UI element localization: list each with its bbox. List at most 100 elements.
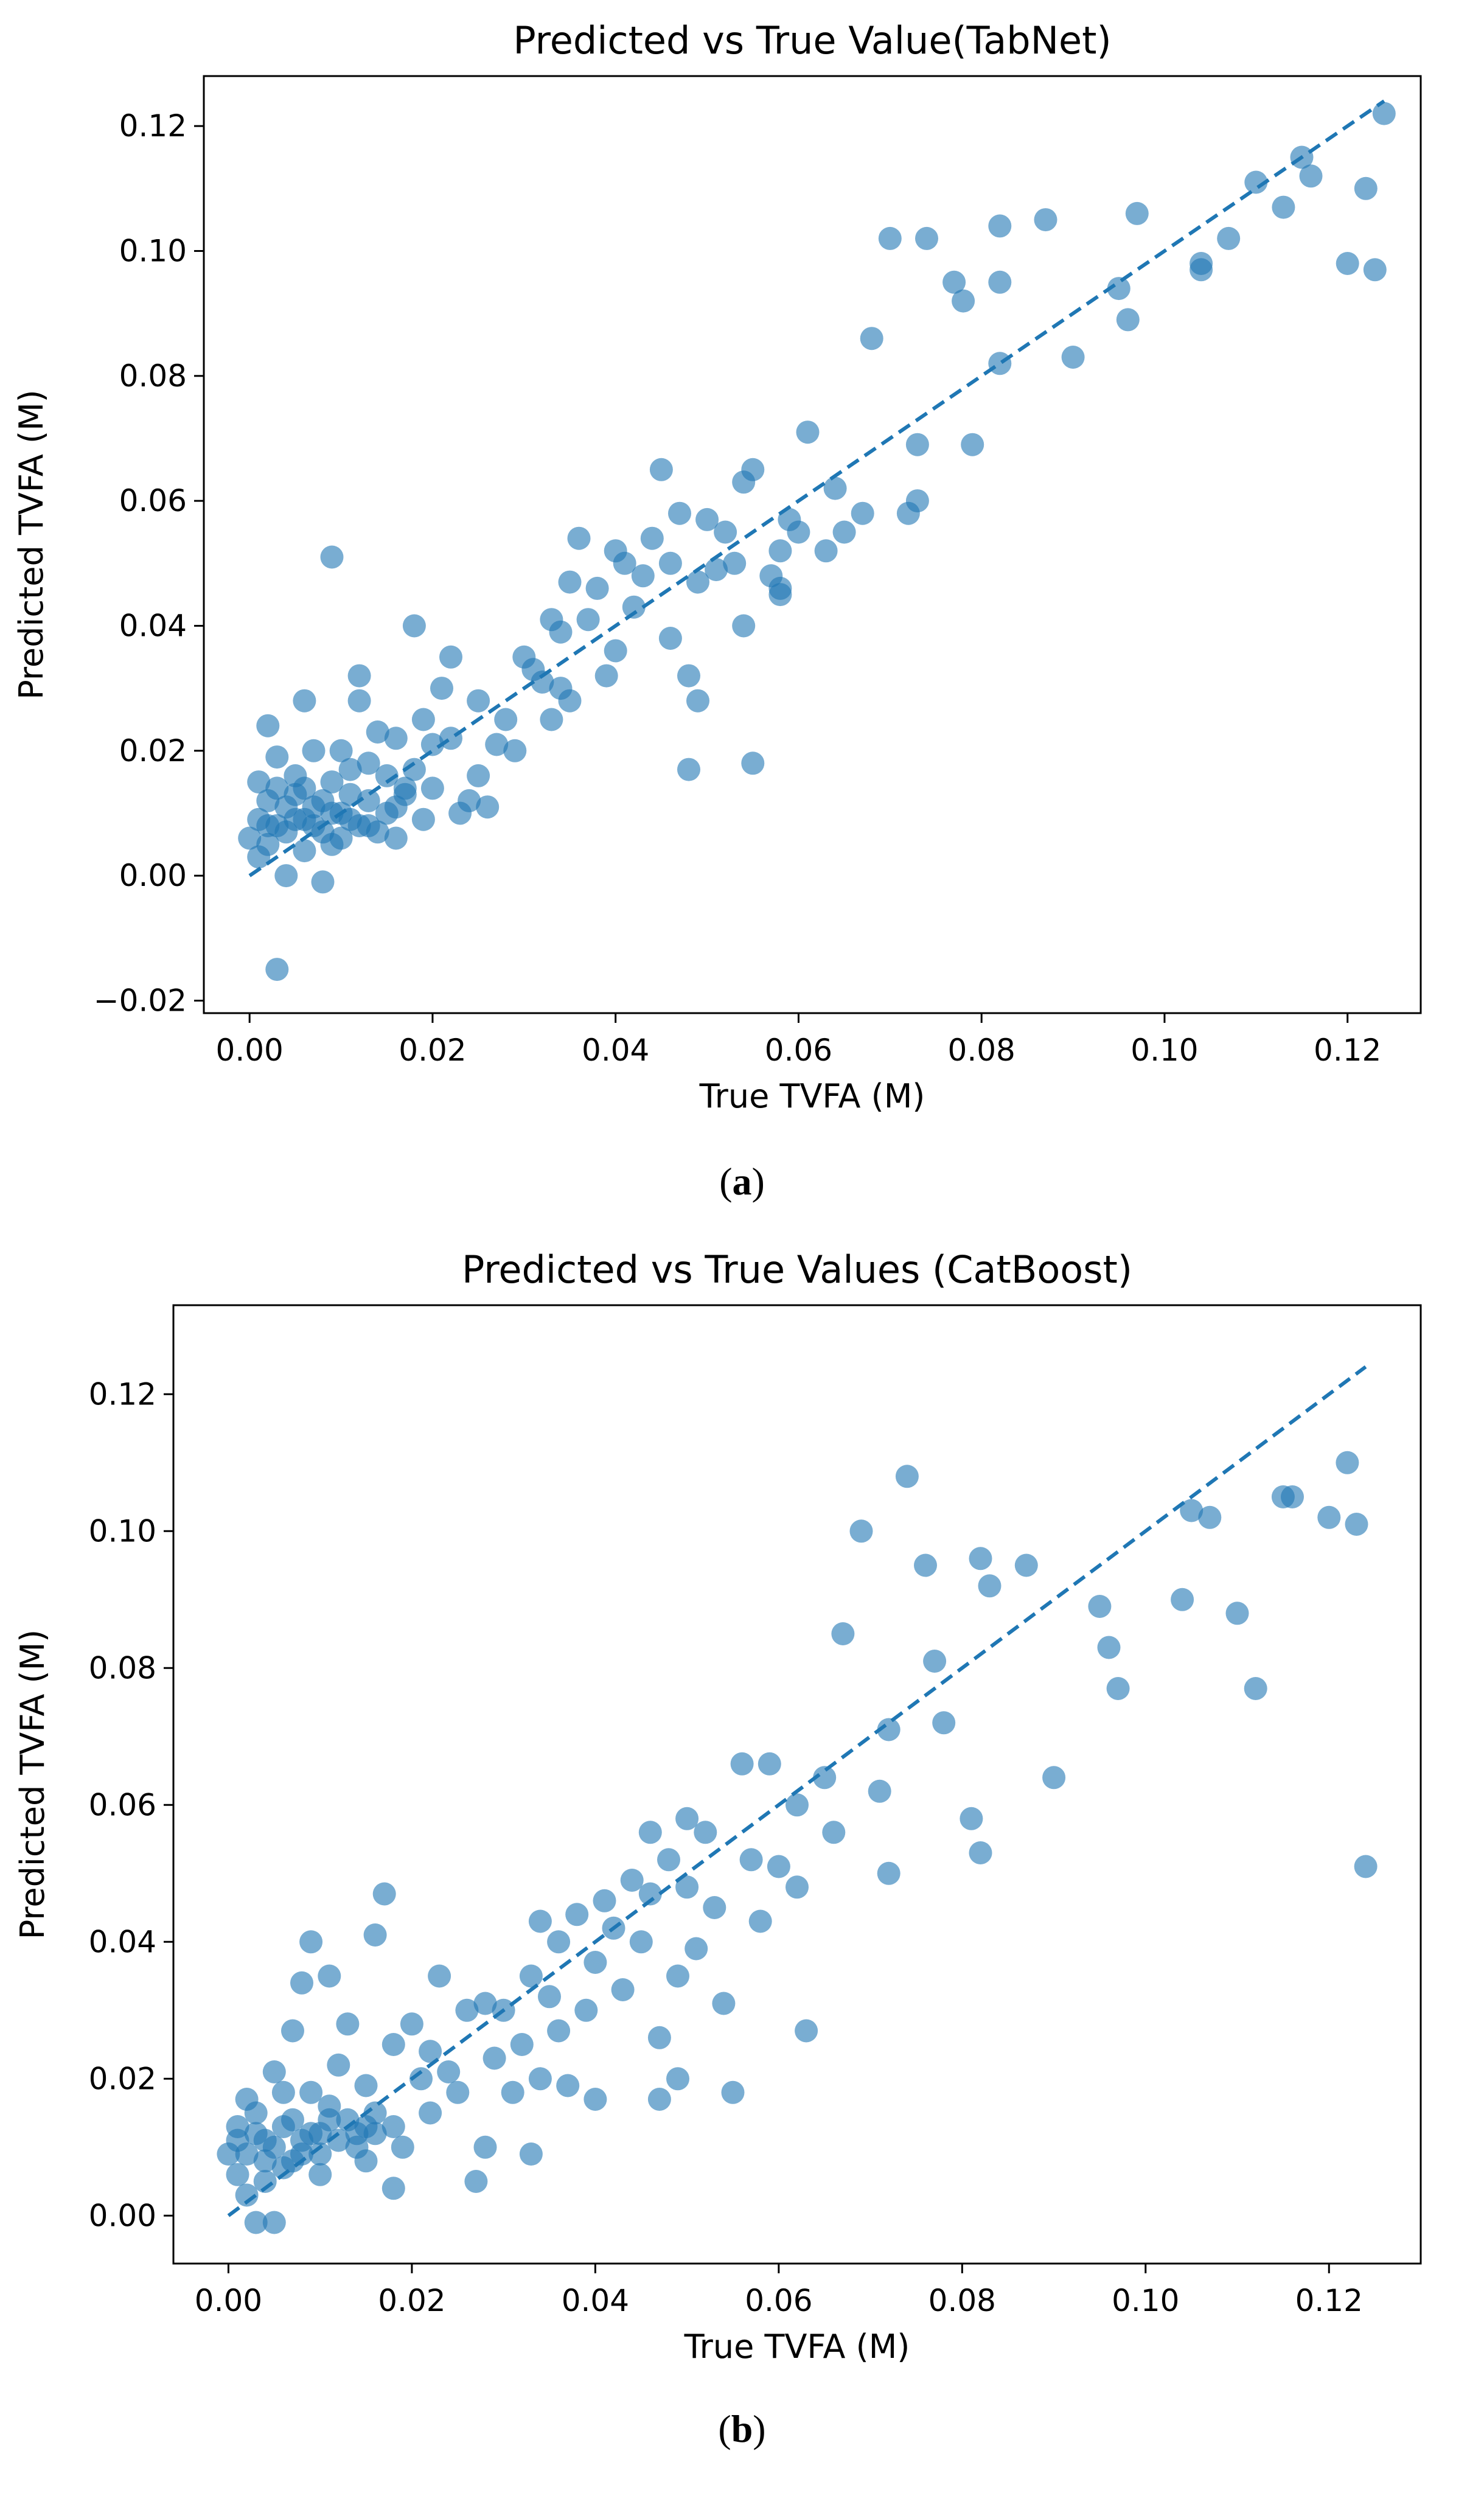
- scatter-point: [768, 583, 792, 607]
- scatter-point: [262, 2211, 286, 2234]
- x-tick-label: 0.08: [948, 1033, 1015, 1068]
- scatter-point: [585, 576, 609, 600]
- scatter-point: [1271, 1485, 1295, 1508]
- scatter-point: [501, 2080, 524, 2104]
- scatter-point: [868, 1779, 891, 1803]
- scatter-point: [1372, 102, 1396, 125]
- scatter-point: [1354, 1855, 1378, 1878]
- scatter-point: [302, 739, 326, 762]
- scatter-point: [528, 2067, 552, 2091]
- scatter-point: [666, 2067, 689, 2091]
- scatter-point: [1198, 1505, 1222, 1529]
- scatter-point: [1244, 170, 1268, 194]
- scatter-point: [455, 1998, 479, 2022]
- y-tick-label: 0.08: [119, 358, 187, 394]
- scatter-point: [675, 1807, 699, 1830]
- scatter-point: [419, 2101, 442, 2125]
- scatter-point: [695, 507, 719, 531]
- scatter-point: [290, 1971, 313, 1995]
- caption-b-open: (: [718, 2407, 731, 2450]
- scatter-point: [311, 820, 335, 844]
- x-tick-label: 0.04: [582, 1033, 649, 1068]
- scatter-point: [832, 520, 856, 544]
- scatter-point: [1061, 346, 1085, 369]
- caption-a-open: (: [719, 1160, 733, 1203]
- caption-a-letter: a: [732, 1160, 752, 1203]
- scatter-point: [638, 1882, 662, 1906]
- scatter-point: [831, 1622, 855, 1645]
- scatter-point: [860, 327, 883, 350]
- scatter-point: [271, 2156, 295, 2180]
- scatter-point: [1272, 195, 1295, 219]
- scatter-point: [703, 1896, 726, 1919]
- y-axis-label: Predicted TVFA (M): [12, 389, 51, 700]
- scatter-point: [347, 814, 371, 837]
- scatter-point: [467, 689, 490, 713]
- scatter-point: [308, 2163, 332, 2186]
- scatter-point: [540, 608, 563, 632]
- scatter-points: [217, 1451, 1378, 2234]
- scatter-point: [622, 595, 646, 619]
- scatter-point: [952, 289, 975, 313]
- scatter-point: [420, 776, 444, 800]
- x-tick-label: 0.10: [1112, 2283, 1179, 2318]
- scatter-point: [567, 526, 591, 550]
- scatter-point: [284, 783, 307, 806]
- scatter-point: [576, 608, 600, 632]
- y-tick-label: 0.02: [119, 733, 187, 769]
- scatter-point: [758, 1752, 781, 1776]
- scatter-point: [647, 2088, 671, 2111]
- scatter-point: [1034, 208, 1057, 232]
- scatter-point: [896, 501, 920, 525]
- scatter-point: [238, 826, 262, 850]
- scatter-point: [915, 226, 938, 250]
- scatter-point: [253, 2170, 277, 2193]
- scatter-point: [336, 2012, 360, 2036]
- scatter-point: [814, 539, 838, 563]
- scatter-point: [969, 1841, 992, 1864]
- scatter-point: [675, 1875, 699, 1899]
- scatter-point: [391, 2135, 414, 2159]
- scatter-point: [877, 1718, 901, 1741]
- scatter-point: [714, 520, 737, 544]
- scatter-point: [1116, 308, 1140, 332]
- y-tick-label: 0.00: [89, 2198, 156, 2233]
- scatter-point: [528, 1909, 552, 1933]
- x-axis-label: True TVFA (M): [699, 1077, 925, 1115]
- reference-line: [248, 99, 1385, 877]
- scatter-point: [265, 745, 289, 769]
- scatter-point: [384, 727, 408, 750]
- scatter-point: [822, 1821, 846, 1844]
- scatter-point: [381, 2115, 405, 2138]
- x-tick-label: 0.02: [399, 1033, 466, 1068]
- x-tick-label: 0.00: [195, 2283, 262, 2318]
- scatter-point: [978, 1574, 1002, 1598]
- scatter-point: [786, 1793, 809, 1817]
- scatter-point: [658, 551, 682, 575]
- scatter-point: [786, 1875, 809, 1899]
- scatter-point: [366, 820, 389, 844]
- scatter-point: [299, 2122, 323, 2146]
- scatter-point: [961, 433, 984, 456]
- scatter-point: [247, 845, 271, 869]
- y-tick-label: 0.10: [89, 1513, 156, 1549]
- x-axis-label: True TVFA (M): [684, 2327, 910, 2366]
- scatter-point: [494, 708, 518, 731]
- scatter-point: [476, 795, 500, 819]
- scatter-point: [905, 433, 929, 456]
- scatter-point: [510, 2033, 534, 2056]
- scatter-points: [238, 102, 1396, 981]
- y-tick-label: 0.04: [119, 608, 187, 643]
- scatter-point: [759, 564, 783, 588]
- scatter-point: [372, 1882, 396, 1906]
- scatter-point: [540, 708, 563, 731]
- scatter-point: [538, 1985, 561, 2009]
- scatter-point: [942, 270, 966, 294]
- scatter-point: [1345, 1513, 1368, 1536]
- scatter-point: [345, 2135, 369, 2159]
- scatter-point: [446, 2080, 470, 2104]
- x-tick-label: 0.08: [928, 2283, 996, 2318]
- scatter-point: [594, 664, 618, 688]
- scatter-point: [354, 2115, 378, 2138]
- scatter-point: [574, 1998, 598, 2022]
